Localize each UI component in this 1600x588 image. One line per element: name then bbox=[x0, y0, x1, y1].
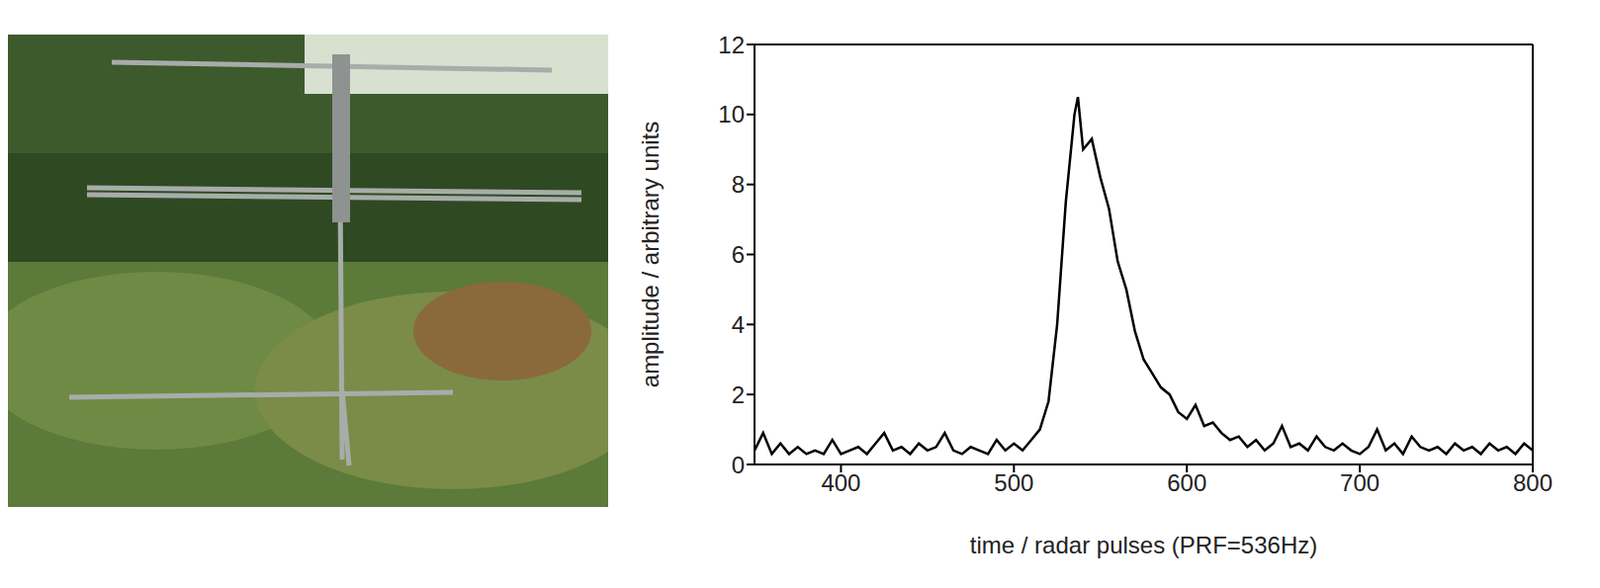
svg-text:600: 600 bbox=[1166, 469, 1207, 497]
svg-text:800: 800 bbox=[1512, 469, 1553, 497]
svg-text:10: 10 bbox=[717, 100, 745, 128]
svg-text:8: 8 bbox=[731, 171, 745, 198]
svg-text:0: 0 bbox=[731, 451, 745, 479]
svg-text:400: 400 bbox=[820, 469, 861, 497]
svg-text:6: 6 bbox=[731, 241, 745, 268]
svg-text:time / radar pulses (PRF=536Hz: time / radar pulses (PRF=536Hz) bbox=[970, 532, 1318, 559]
svg-text:2: 2 bbox=[731, 381, 745, 409]
svg-text:4: 4 bbox=[731, 311, 745, 339]
svg-text:12: 12 bbox=[717, 31, 745, 59]
svg-text:700: 700 bbox=[1339, 469, 1380, 497]
svg-text:amplitude / arbitrary units: amplitude / arbitrary units bbox=[636, 121, 664, 388]
svg-text:500: 500 bbox=[993, 469, 1034, 497]
